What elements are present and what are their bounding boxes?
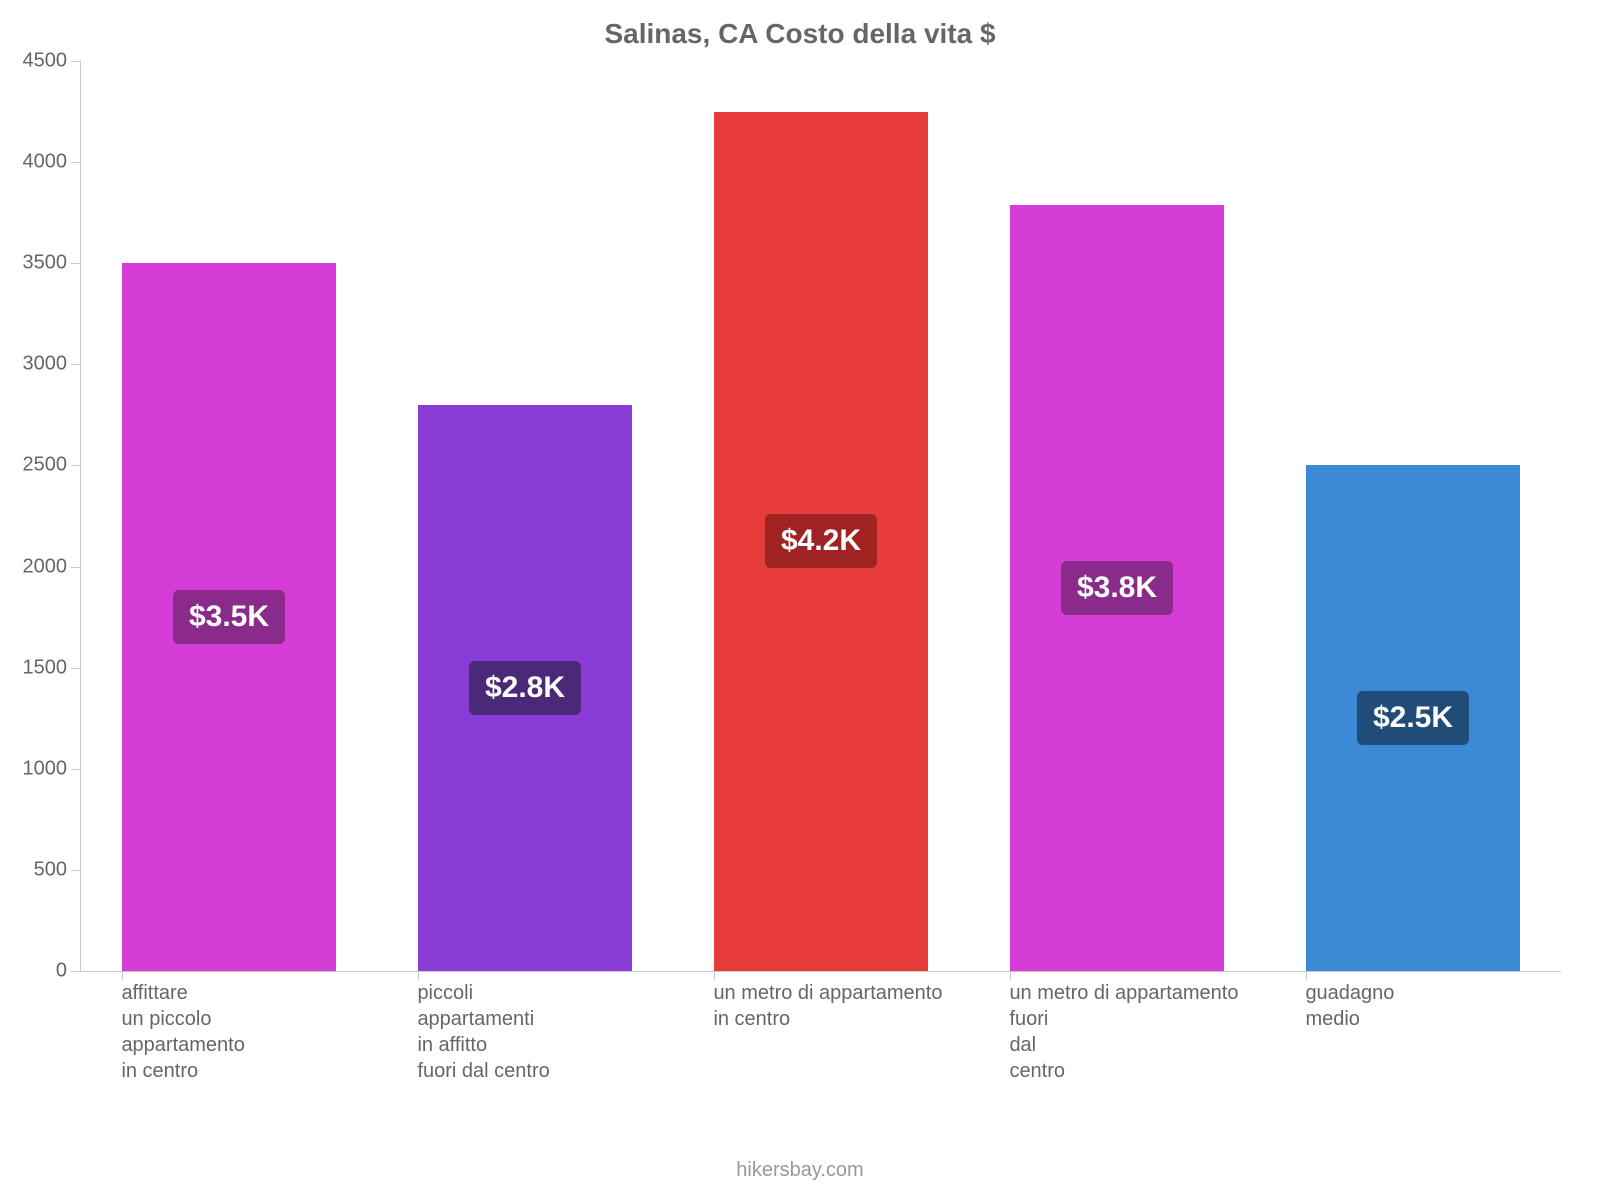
bar: $3.8K xyxy=(1010,205,1223,971)
x-category-label: piccoliappartamentiin affittofuori dal c… xyxy=(417,980,667,1084)
y-tick-label: 500 xyxy=(34,858,81,881)
x-tick xyxy=(418,971,419,980)
value-badge: $3.8K xyxy=(1061,561,1173,615)
x-category-label: affittareun piccoloappartamentoin centro xyxy=(121,980,371,1084)
y-tick-label: 4500 xyxy=(23,50,82,73)
x-tick xyxy=(1306,971,1307,980)
y-tick-label: 3000 xyxy=(23,353,82,376)
bar: $2.5K xyxy=(1306,465,1519,971)
y-tick-label: 1500 xyxy=(23,656,82,679)
x-category-label: un metro di appartamentoin centro xyxy=(713,980,963,1032)
bar: $2.8K xyxy=(418,405,631,971)
chart-container: Salinas, CA Costo della vita $ $3.5K $2.8… xyxy=(0,0,1600,1200)
bar: $3.5K xyxy=(122,263,335,971)
value-badge: $3.5K xyxy=(173,590,285,644)
value-badge: $4.2K xyxy=(765,514,877,568)
bar: $4.2K xyxy=(714,112,927,971)
value-badge: $2.5K xyxy=(1357,691,1469,745)
y-tick-label: 2500 xyxy=(23,454,82,477)
x-category-label: guadagnomedio xyxy=(1305,980,1555,1032)
credit-text: hikersbay.com xyxy=(0,1159,1600,1182)
bars-layer: $3.5K $2.8K $4.2K $3.8K $2.5K xyxy=(81,61,1561,971)
x-tick xyxy=(1010,971,1011,980)
y-tick-label: 4000 xyxy=(23,151,82,174)
y-tick-label: 3500 xyxy=(23,252,82,275)
x-tick xyxy=(122,971,123,980)
y-tick-label: 2000 xyxy=(23,555,82,578)
x-category-label: un metro di appartamentofuoridalcentro xyxy=(1009,980,1259,1084)
chart-title: Salinas, CA Costo della vita $ xyxy=(0,18,1600,50)
x-tick xyxy=(714,971,715,980)
value-badge: $2.8K xyxy=(469,661,581,715)
y-tick-label: 0 xyxy=(56,960,81,983)
y-tick-label: 1000 xyxy=(23,757,82,780)
plot-area: $3.5K$2.8K$4.2K$3.8K$2.5K 05001000150020… xyxy=(80,60,1561,972)
